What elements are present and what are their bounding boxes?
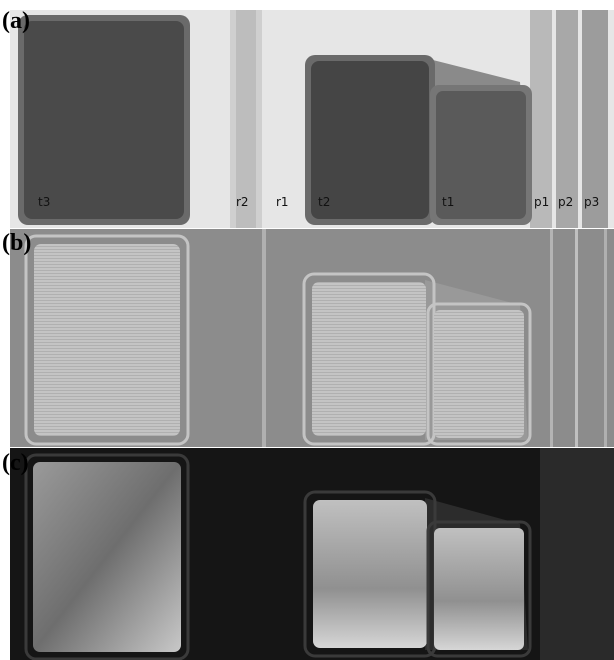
annotation: p3: [584, 195, 599, 209]
panel-label: (b): [2, 230, 31, 256]
figure: (a) t3 r2 r1 t2 t1 p1 p2 p3 (b) (c): [0, 0, 614, 660]
annotation: p2: [558, 195, 573, 209]
panel-label: (c): [2, 450, 29, 476]
panel-c: (c): [2, 448, 614, 660]
annotation: r1: [276, 195, 289, 209]
annotation: t1: [442, 195, 454, 209]
annotation: p1: [534, 195, 549, 209]
annotation: t3: [38, 195, 50, 209]
annotation: r2: [236, 195, 249, 209]
panel-a: (a) t3 r2 r1 t2 t1 p1 p2 p3: [2, 8, 614, 228]
panel-b: (b): [2, 229, 614, 447]
annotation: t2: [318, 195, 330, 209]
panel-label: (a): [2, 8, 30, 34]
